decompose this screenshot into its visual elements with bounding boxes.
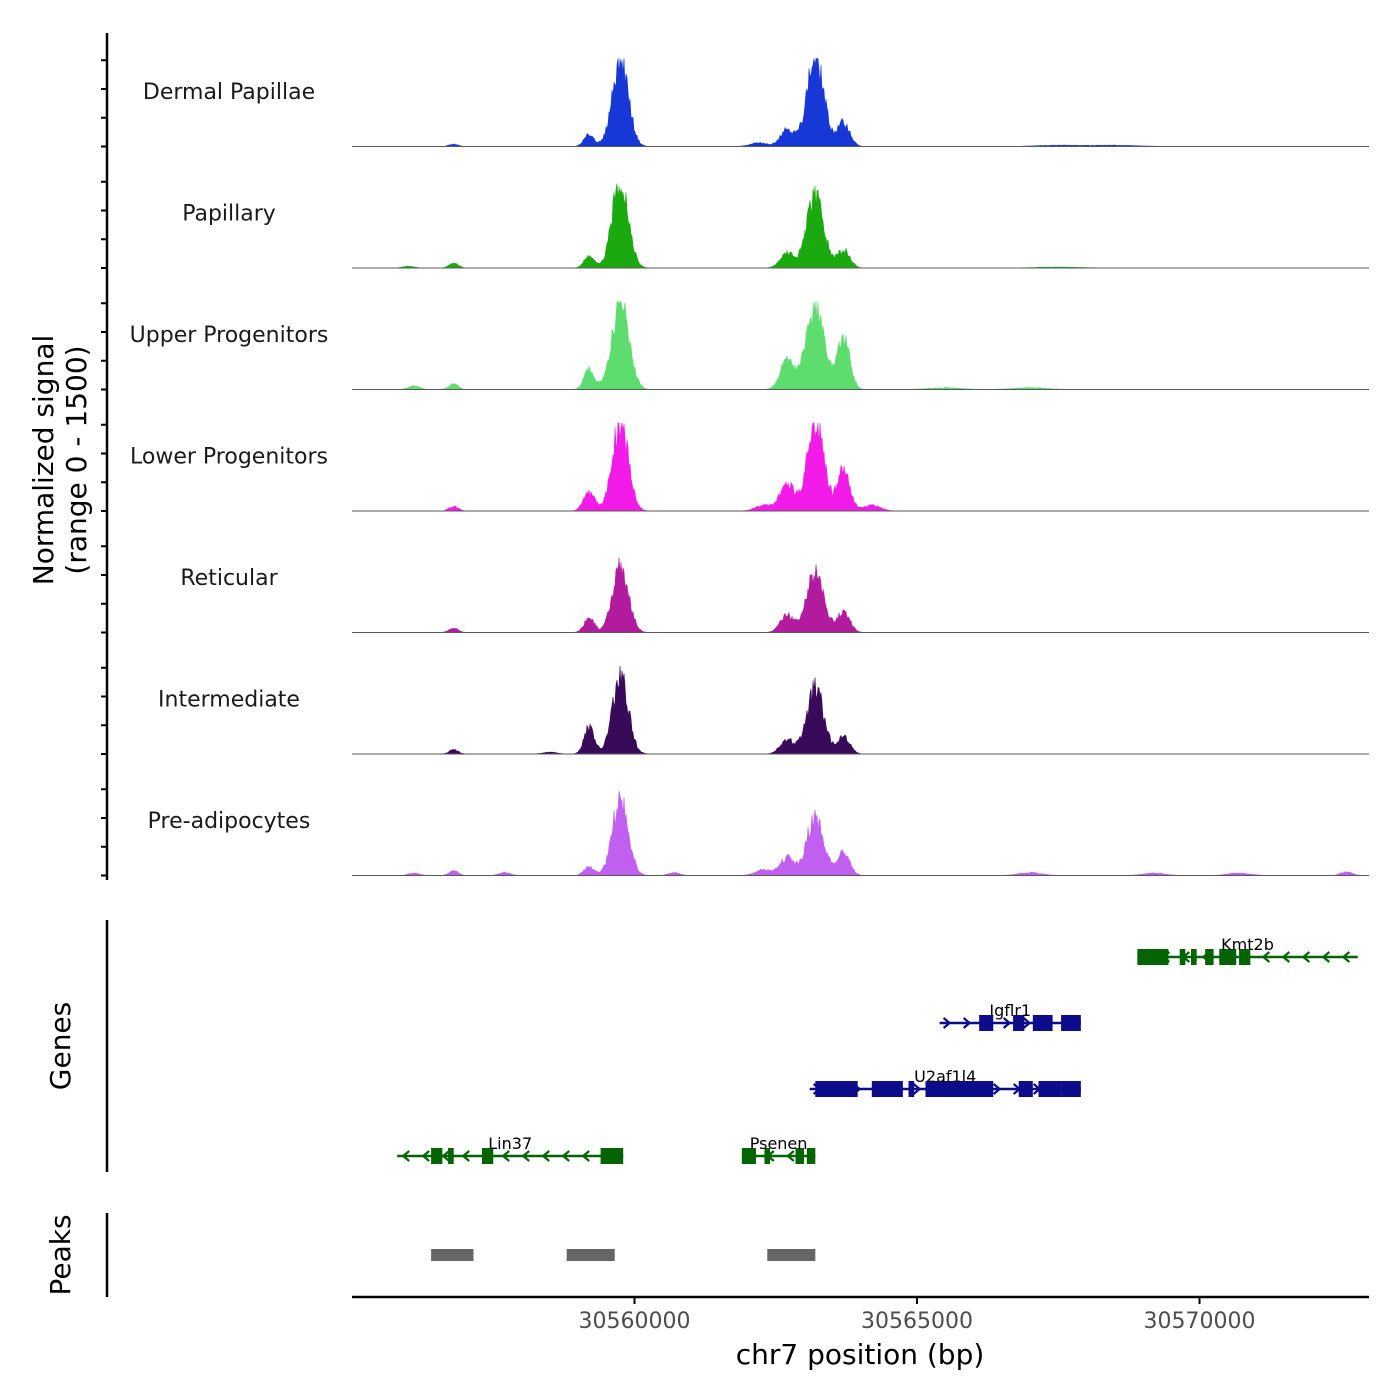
strand-arrow: [401, 1150, 410, 1162]
gene-exon: [431, 1148, 443, 1164]
gene-exon: [1061, 1015, 1081, 1031]
peaks-panel-title: Peaks: [44, 1214, 77, 1295]
gene-psenen: Psenen: [741, 1134, 816, 1164]
y-axis-title-line2: (range 0 - 1500): [60, 345, 93, 574]
strand-arrow: [561, 1150, 570, 1162]
strand-arrow: [1341, 951, 1351, 963]
genes-panel-title: Genes: [44, 1002, 77, 1090]
track-label: Reticular: [180, 566, 278, 591]
gene-exon: [481, 1148, 494, 1164]
strand-arrow: [942, 1017, 952, 1029]
track-label: Upper Progenitors: [130, 323, 329, 348]
gene-exon: [871, 1081, 903, 1097]
strand-arrow: [441, 1150, 450, 1162]
peak-region: [566, 1249, 615, 1261]
gene-label: Lin37: [488, 1134, 532, 1153]
track-upper-progenitors: Upper Progenitors: [130, 301, 1369, 390]
gene-exon: [1191, 949, 1197, 965]
gene-exon: [979, 1015, 994, 1031]
track-label: Papillary: [182, 202, 276, 227]
gene-u2af1l4: U2af1l4: [809, 1067, 1081, 1097]
track-label: Intermediate: [158, 688, 300, 713]
signal-area: [352, 183, 1369, 269]
gene-exon: [1018, 1081, 1033, 1097]
genes-panel: Kmt2b Igflr1 U2af1l4 Lin37 Psenen: [397, 935, 1358, 1164]
track-pre-adipocytes: Pre-adipocytes: [148, 791, 1369, 876]
strand-arrow: [541, 1150, 550, 1162]
gene-kmt2b: Kmt2b: [1137, 935, 1358, 965]
gene-igflr1: Igflr1: [939, 1001, 1081, 1031]
gene-exon: [1179, 949, 1186, 965]
gene-label: Psenen: [750, 1134, 808, 1153]
track-papillary: Papillary: [182, 183, 1369, 269]
strand-arrow: [1002, 1017, 1012, 1029]
track-lower-progenitors: Lower Progenitors: [130, 422, 1369, 512]
gene-exon: [795, 1148, 804, 1164]
strand-arrow: [1281, 951, 1291, 963]
gene-exon: [1137, 949, 1169, 965]
y-axis-title-line1: Normalized signal: [27, 335, 60, 586]
gene-exon: [806, 1148, 816, 1164]
x-tick-label: 30565000: [861, 1309, 973, 1334]
signal-area: [352, 301, 1369, 390]
signal-area: [352, 791, 1369, 876]
signal-y-ticks: [101, 59, 107, 877]
gene-exon: [741, 1148, 756, 1164]
peak-region: [767, 1249, 816, 1261]
track-intermediate: Intermediate: [158, 665, 1369, 755]
signal-area: [352, 557, 1369, 633]
track-dermal-papillae: Dermal Papillae: [143, 58, 1369, 147]
strand-arrow: [421, 1150, 430, 1162]
strand-arrow: [1321, 951, 1331, 963]
signal-area: [352, 665, 1369, 755]
strand-arrow: [786, 1150, 795, 1162]
gene-exon: [925, 1081, 994, 1097]
strand-arrow: [501, 1150, 510, 1162]
x-tick-label: 30570000: [1144, 1309, 1256, 1334]
gene-lin37: Lin37: [397, 1134, 624, 1164]
gene-exon: [764, 1148, 771, 1164]
gene-label: Igflr1: [989, 1001, 1031, 1020]
track-label: Dermal Papillae: [143, 80, 315, 105]
gene-exon: [1219, 949, 1237, 965]
track-label: Lower Progenitors: [130, 445, 328, 470]
gene-exon: [600, 1148, 624, 1164]
y-axis-title: Normalized signal (range 0 - 1500): [27, 335, 93, 586]
gene-exon: [1013, 1015, 1025, 1031]
strand-arrow: [1261, 951, 1271, 963]
signal-tracks: Dermal Papillae Papillary Upper Progenitor…: [130, 58, 1369, 876]
gene-exon: [1061, 1081, 1081, 1097]
strand-arrow: [1301, 951, 1311, 963]
strand-arrow: [521, 1150, 530, 1162]
x-axis-ticks: 30560000 30565000 30570000: [579, 1297, 1256, 1334]
x-axis-title: chr7 position (bp): [736, 1338, 985, 1371]
x-tick-label: 30560000: [579, 1309, 691, 1334]
track-label: Pre-adipocytes: [148, 809, 311, 834]
peak-region: [431, 1249, 474, 1261]
gene-exon: [908, 1081, 915, 1097]
peaks-panel: [431, 1249, 816, 1261]
gene-exon: [1032, 1015, 1053, 1031]
signal-area: [352, 58, 1369, 147]
gene-label: U2af1l4: [914, 1067, 976, 1086]
gene-exon: [1205, 949, 1214, 965]
gene-exon: [1038, 1081, 1062, 1097]
strand-arrow: [912, 1083, 922, 1095]
strand-arrow: [992, 1083, 1002, 1095]
gene-exon: [1239, 949, 1251, 965]
gene-exon: [815, 1081, 858, 1097]
gene-label: Kmt2b: [1221, 935, 1274, 954]
gene-exon: [448, 1148, 454, 1164]
strand-arrow: [581, 1150, 590, 1162]
track-reticular: Reticular: [180, 557, 1369, 633]
strand-arrow: [962, 1017, 972, 1029]
strand-arrow: [461, 1150, 470, 1162]
strand-arrow: [1022, 1017, 1032, 1029]
signal-area: [352, 422, 1369, 512]
